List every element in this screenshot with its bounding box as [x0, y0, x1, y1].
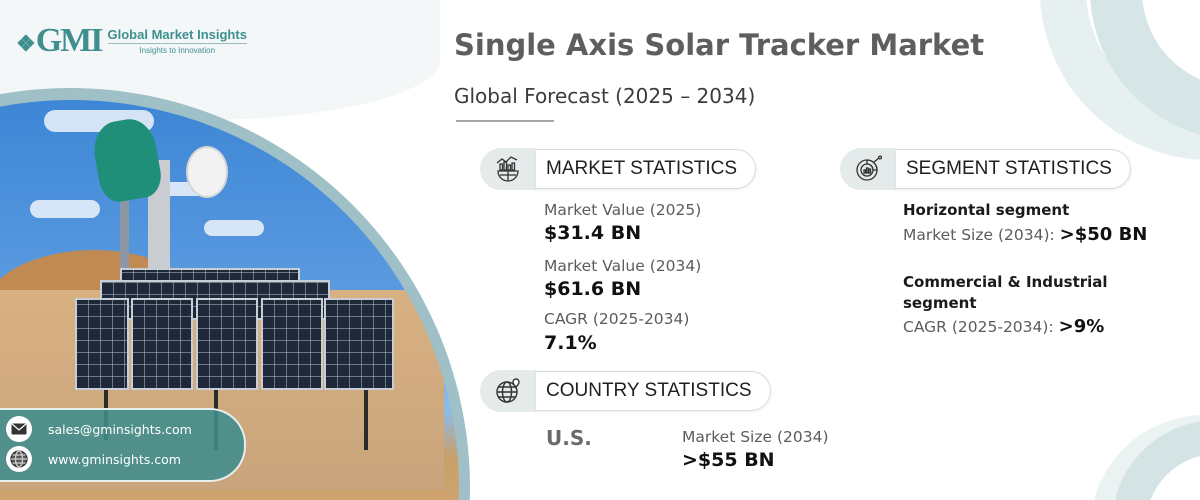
logo-mark: ❖GMI — [16, 22, 104, 59]
logo-letters: GMI — [35, 22, 104, 59]
solar-panel — [196, 298, 258, 390]
website-link[interactable]: www.gminsights.com — [6, 446, 181, 472]
market-value-2025-label: Market Value (2025) — [544, 201, 702, 219]
panel-leg — [364, 390, 368, 450]
contact-box: sales@gminsights.com www.gminsights.com — [0, 408, 246, 482]
segment-statistics-label: SEGMENT STATISTICS — [896, 149, 1131, 189]
market-value-2034: $61.6 BN — [544, 278, 642, 300]
market-value-2025: $31.4 BN — [544, 222, 642, 244]
country-metric-value: >$55 BN — [682, 449, 775, 471]
tower-pole — [120, 170, 129, 290]
solar-panel — [75, 298, 129, 390]
globe-icon — [6, 446, 32, 472]
satellite-dish — [186, 146, 228, 198]
chart-globe-icon — [480, 148, 536, 190]
website-text[interactable]: www.gminsights.com — [48, 451, 181, 467]
brand-name: Global Market Insights — [107, 27, 247, 44]
logo-diamond-icon: ❖ — [16, 31, 36, 56]
solar-panel — [261, 298, 323, 390]
segment-statistics-heading: SEGMENT STATISTICS — [840, 148, 1131, 190]
cloud — [30, 200, 100, 218]
page-title: Single Axis Solar Tracker Market — [454, 28, 985, 62]
commercial-industrial-metric-label: CAGR (2025-2034): — [903, 318, 1054, 336]
horizontal-segment-metric-label: Market Size (2034): — [903, 226, 1055, 244]
brand-tagline: Insights to Innovation — [139, 46, 216, 55]
title-divider — [456, 120, 554, 122]
country-metric-label: Market Size (2034) — [682, 428, 829, 446]
solar-panel — [324, 298, 394, 390]
logo-text: Global Market Insights Insights to Innov… — [107, 27, 247, 55]
market-statistics-heading: MARKET STATISTICS — [480, 148, 757, 190]
commercial-industrial-metric-value: >9% — [1058, 316, 1105, 337]
horizontal-segment-metric: Market Size (2034): >$50 BN — [903, 224, 1147, 245]
market-value-2034-label: Market Value (2034) — [544, 257, 702, 275]
country-statistics-label: COUNTRY STATISTICS — [536, 371, 771, 411]
market-statistics-label: MARKET STATISTICS — [536, 149, 757, 189]
commercial-industrial-segment-title: Commercial & Industrial segment — [903, 272, 1108, 314]
gmi-logo: ❖GMI Global Market Insights Insights to … — [16, 24, 247, 58]
horizontal-segment-metric-value: >$50 BN — [1059, 224, 1148, 245]
pie-chart-icon — [840, 148, 896, 190]
page-subtitle: Global Forecast (2025 – 2034) — [454, 84, 756, 108]
country-name: U.S. — [546, 426, 592, 450]
commercial-industrial-metric: CAGR (2025-2034): >9% — [903, 316, 1104, 337]
cloud — [204, 220, 264, 236]
envelope-icon — [6, 416, 32, 442]
cagr-label: CAGR (2025-2034) — [544, 310, 690, 328]
email-text[interactable]: sales@gminsights.com — [48, 421, 192, 437]
segment-title-line1: Commercial & Industrial — [903, 273, 1108, 291]
horizontal-segment-title: Horizontal segment — [903, 201, 1070, 219]
country-statistics-heading: COUNTRY STATISTICS — [480, 370, 771, 412]
solar-panel — [131, 298, 193, 390]
cagr-value: 7.1% — [544, 332, 597, 354]
email-link[interactable]: sales@gminsights.com — [6, 416, 192, 442]
segment-title-line2: segment — [903, 294, 977, 312]
globe-pin-icon — [480, 370, 536, 412]
wind-turbine — [89, 115, 165, 205]
